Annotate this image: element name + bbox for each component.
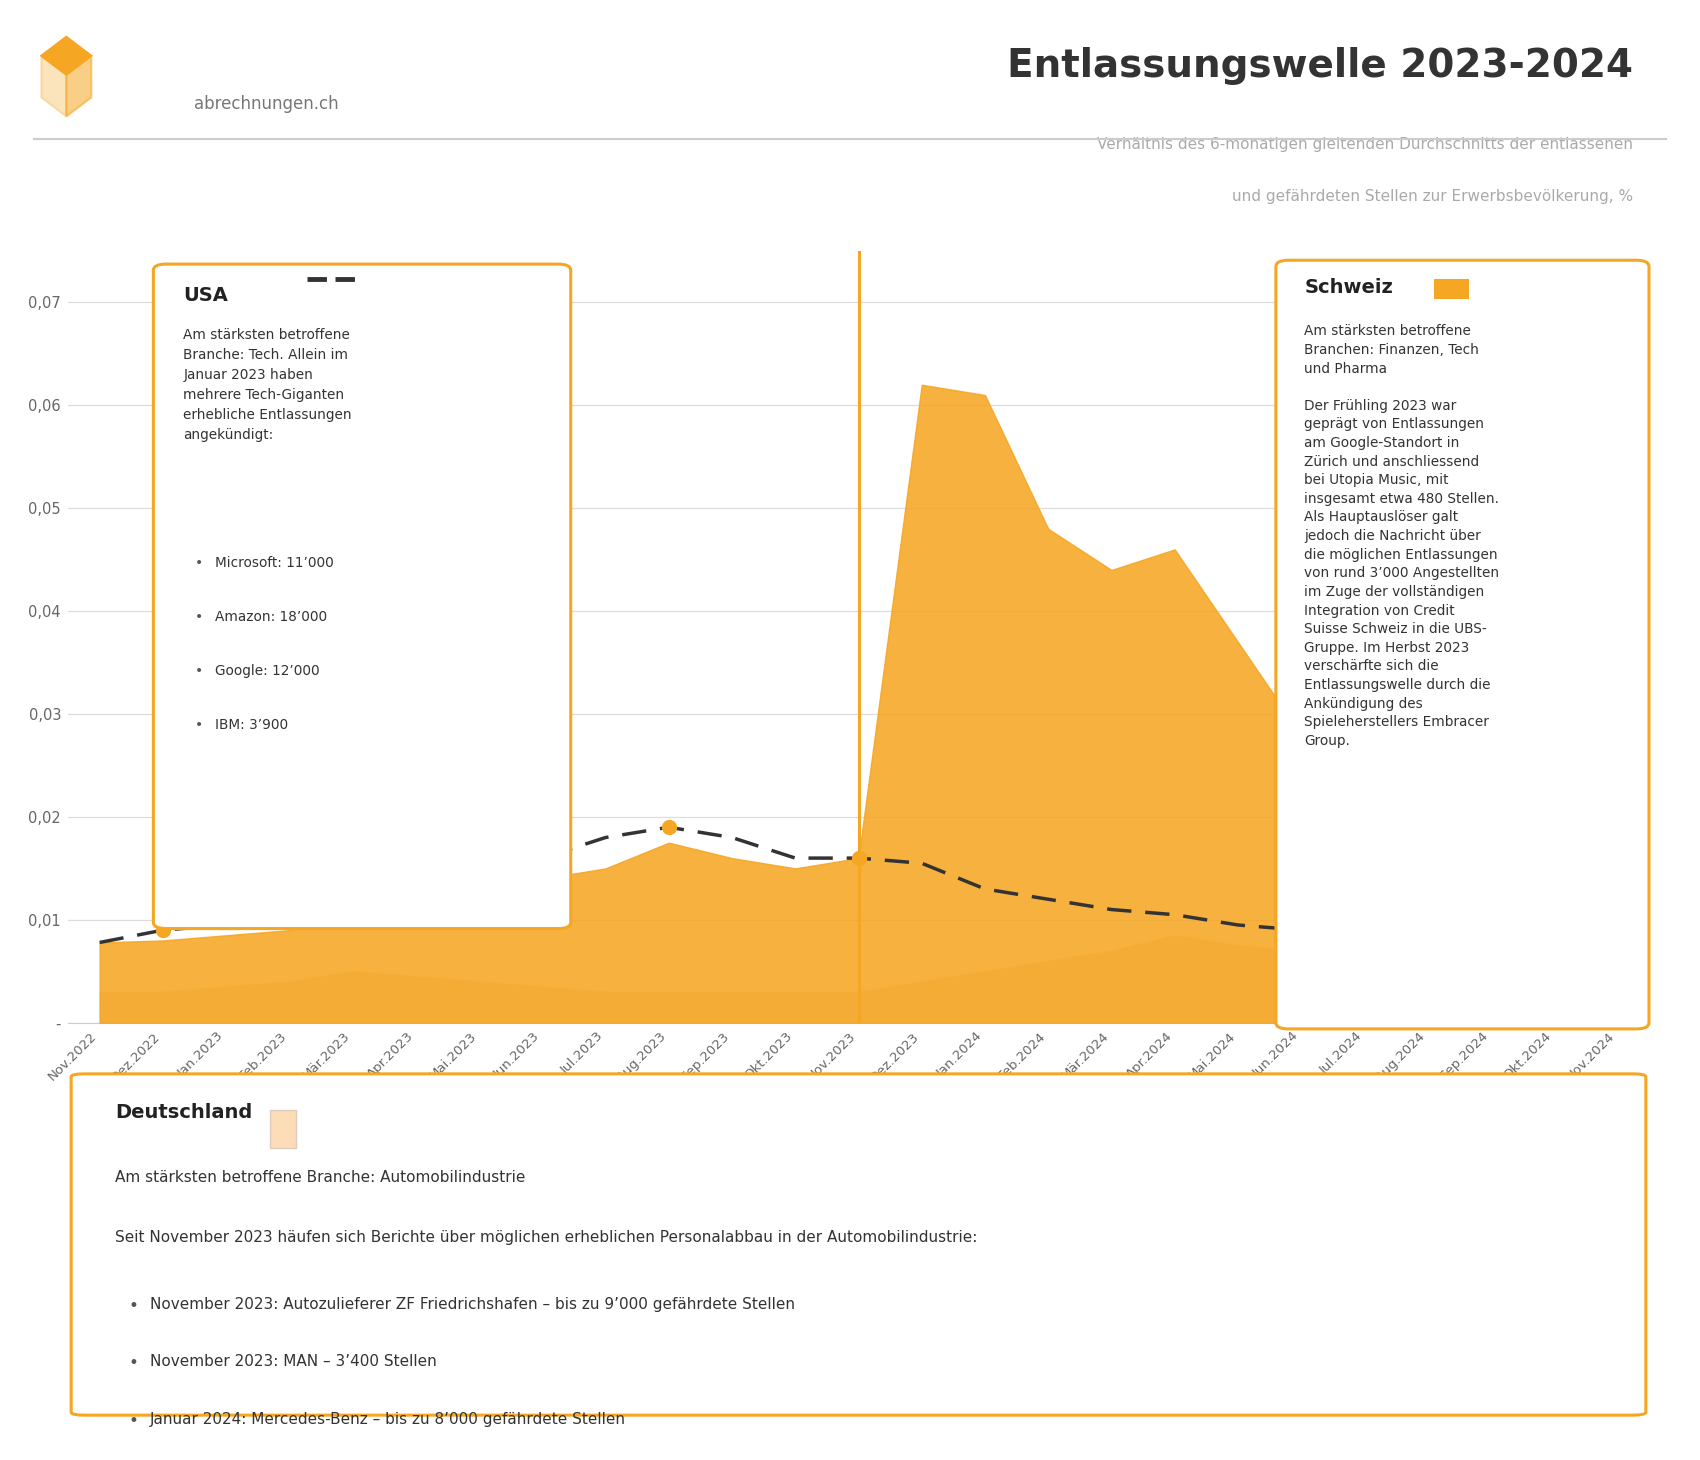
Text: Entlassungswelle 2023-2024: Entlassungswelle 2023-2024 [1006, 48, 1634, 86]
Text: und gefährdeten Stellen zur Erwerbsbevölkerung, %: und gefährdeten Stellen zur Erwerbsbevöl… [1232, 190, 1634, 204]
Polygon shape [41, 36, 92, 74]
FancyBboxPatch shape [153, 264, 571, 929]
FancyBboxPatch shape [1435, 279, 1469, 299]
Polygon shape [66, 55, 92, 117]
Text: Am stärksten betroffene Branche: Automobilindustrie: Am stärksten betroffene Branche: Automob… [116, 1169, 525, 1186]
Text: Amazon: 18’000: Amazon: 18’000 [214, 610, 326, 623]
Text: Am stärksten betroffene
Branchen: Finanzen, Tech
und Pharma

Der Frühling 2023 w: Am stärksten betroffene Branchen: Finanz… [1304, 324, 1499, 748]
Text: •: • [128, 1412, 138, 1431]
Text: Microsoft: 11’000: Microsoft: 11’000 [214, 556, 333, 569]
FancyBboxPatch shape [270, 1111, 296, 1148]
Text: Seit November 2023 häufen sich Berichte über möglichen erheblichen Personalabbau: Seit November 2023 häufen sich Berichte … [116, 1229, 977, 1244]
Text: USA: USA [184, 286, 228, 305]
Text: abrechnungen.ch: abrechnungen.ch [194, 95, 338, 112]
FancyBboxPatch shape [1277, 260, 1649, 1029]
Text: •: • [194, 664, 202, 677]
Text: November 2023: MAN – 3’400 Stellen: November 2023: MAN – 3’400 Stellen [150, 1355, 437, 1369]
Text: Januar 2024: Mercedes-Benz – bis zu 8’000 gefährdete Stellen: Januar 2024: Mercedes-Benz – bis zu 8’00… [150, 1412, 626, 1428]
Text: November 2023: Autozulieferer ZF Friedrichshafen – bis zu 9’000 gefährdete Stell: November 2023: Autozulieferer ZF Friedri… [150, 1296, 796, 1311]
Text: •: • [194, 718, 202, 731]
Text: Am stärksten betroffene
Branche: Tech. Allein im
Januar 2023 haben
mehrere Tech-: Am stärksten betroffene Branche: Tech. A… [184, 328, 352, 442]
Text: •: • [128, 1355, 138, 1372]
Text: •: • [128, 1296, 138, 1314]
Polygon shape [41, 55, 66, 117]
FancyBboxPatch shape [71, 1075, 1646, 1415]
Text: •: • [194, 610, 202, 623]
Text: •: • [194, 556, 202, 569]
Text: IBM: 3’900: IBM: 3’900 [214, 718, 289, 731]
Text: Google: 12’000: Google: 12’000 [214, 664, 320, 677]
Text: Deutschland: Deutschland [116, 1102, 253, 1121]
Text: Verhältnis des 6-monatigen gleitenden Durchschnitts der entlassenen: Verhältnis des 6-monatigen gleitenden Du… [1096, 137, 1634, 152]
Text: Schweiz: Schweiz [1304, 277, 1392, 296]
